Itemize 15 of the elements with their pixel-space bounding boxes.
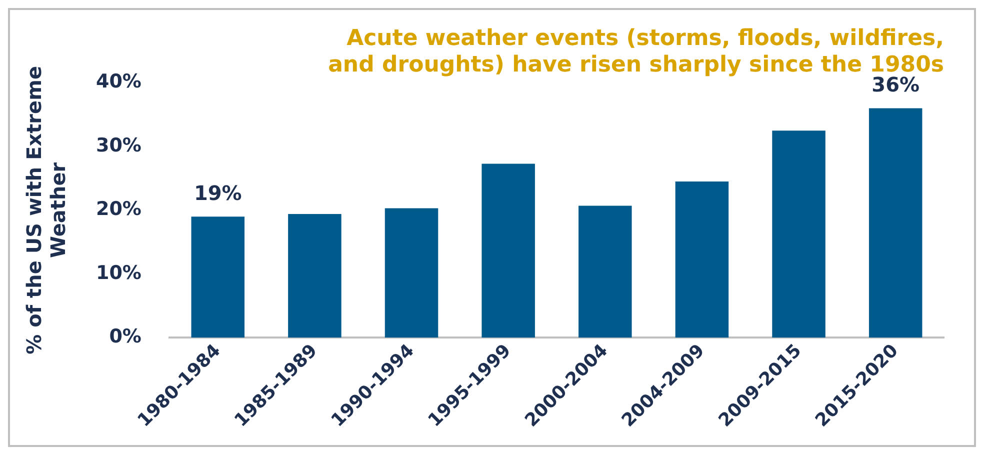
y-tick-label: 20%: [96, 198, 142, 220]
bar: [288, 214, 342, 338]
y-axis-title: % of the US with Extreme Weather: [22, 66, 70, 354]
bar: [384, 208, 438, 338]
bar: [868, 108, 922, 338]
y-tick-label: 30%: [96, 134, 142, 156]
y-tick-label: 40%: [96, 70, 142, 93]
data-label: 19%: [194, 180, 242, 205]
bar: [482, 164, 535, 338]
bar: [578, 206, 632, 338]
y-tick-label: 10%: [96, 262, 142, 284]
bar: [675, 182, 729, 338]
bar: [191, 216, 245, 338]
bar: [772, 130, 826, 338]
y-tick-label: 0%: [109, 326, 142, 348]
